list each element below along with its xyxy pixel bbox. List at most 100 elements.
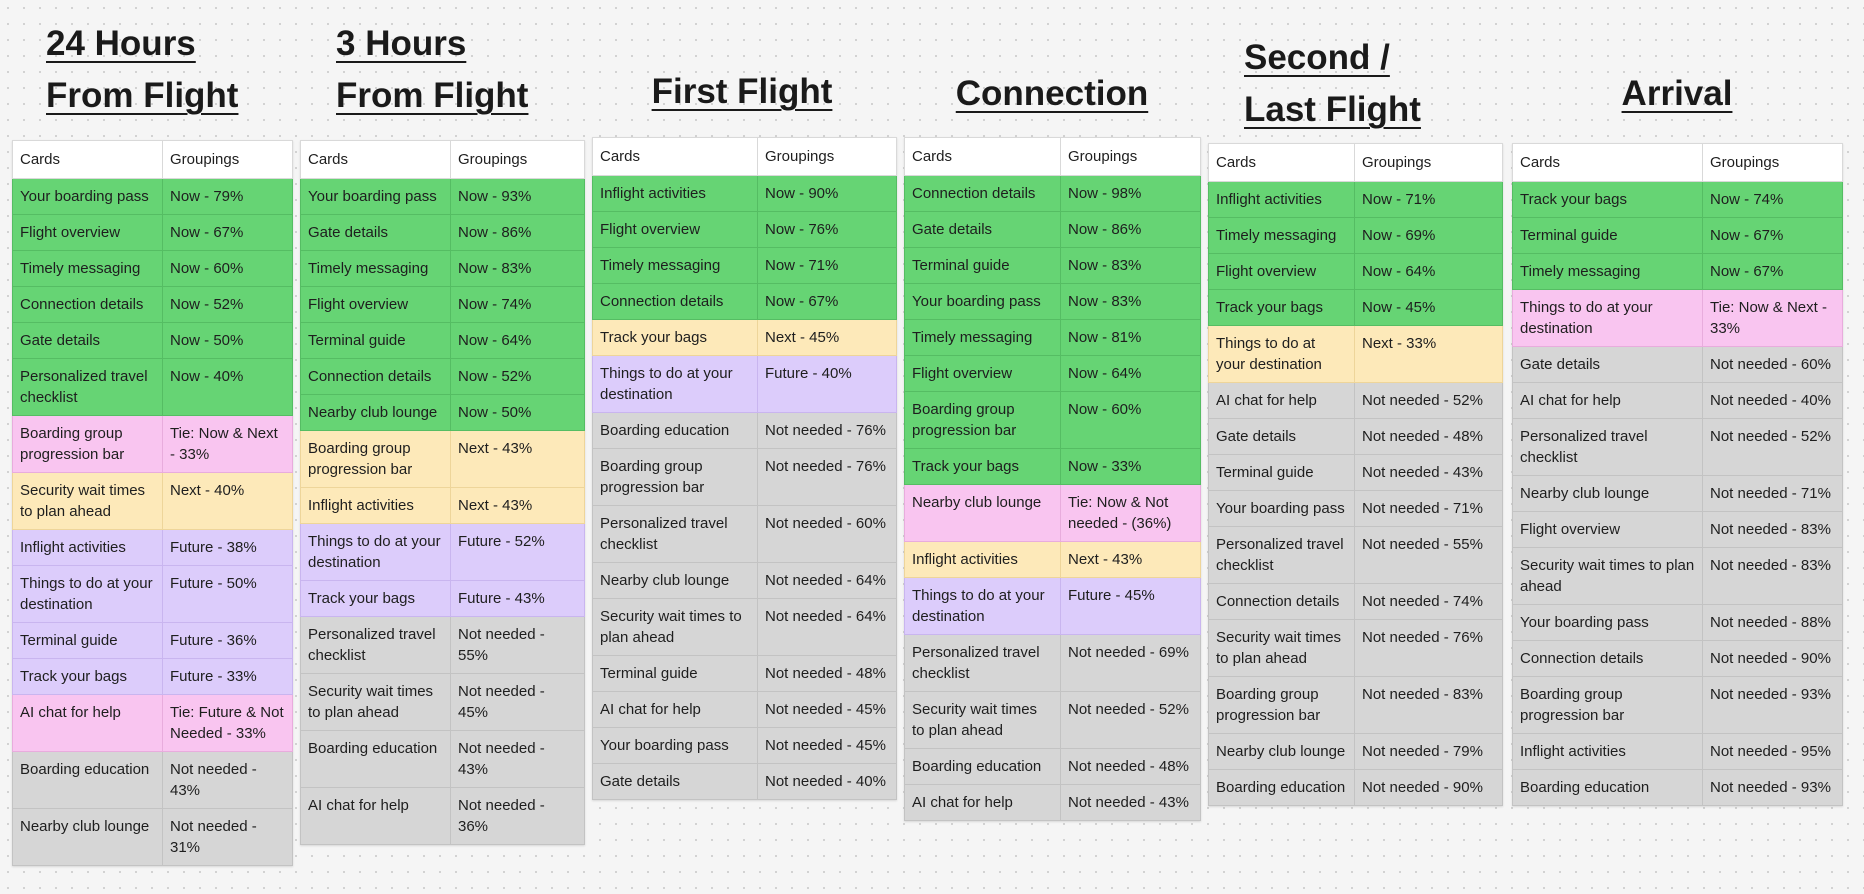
table-row: Flight overview Now - 64%	[904, 355, 1201, 392]
grouping-cell: Not needed - 52%	[1354, 382, 1503, 419]
column-title: First Flight	[592, 66, 892, 118]
card-name-cell: Connection details	[1512, 640, 1703, 677]
table-row: Flight overview Now - 74%	[300, 286, 585, 323]
card-name-cell: Personalized travel checklist	[592, 505, 758, 563]
grouping-cell: Not needed - 64%	[757, 562, 897, 599]
grouping-cell: Next - 45%	[757, 319, 897, 356]
card-name-cell: AI chat for help	[592, 691, 758, 728]
grouping-cell: Not needed - 48%	[1060, 748, 1201, 785]
card-name-cell: Connection details	[12, 286, 163, 323]
table-row: Connection details Now - 52%	[12, 286, 293, 323]
card-name-cell: Inflight activities	[300, 487, 451, 524]
card-name-cell: Nearby club lounge	[12, 808, 163, 866]
card-name-cell: Boarding group progression bar	[12, 415, 163, 473]
grouping-cell: Not needed - 40%	[757, 763, 897, 800]
table-row: Personalized travel checklist Not needed …	[1512, 418, 1843, 476]
grouping-cell: Now - 83%	[1060, 247, 1201, 284]
grouping-cell: Now - 71%	[757, 247, 897, 284]
table-row: Security wait times to plan ahead Next - …	[12, 472, 293, 530]
card-name-cell: Inflight activities	[592, 175, 758, 212]
table-row: Timely messaging Now - 71%	[592, 247, 897, 284]
groupings-column-header: Groupings	[1702, 143, 1843, 182]
table-row: Boarding group progression bar Now - 60%	[904, 391, 1201, 449]
card-name-cell: Terminal guide	[904, 247, 1061, 284]
grouping-cell: Now - 98%	[1060, 175, 1201, 212]
card-name-cell: Track your bags	[592, 319, 758, 356]
card-name-cell: Terminal guide	[1208, 454, 1355, 491]
grouping-cell: Now - 74%	[1702, 181, 1843, 218]
grouping-cell: Not needed - 43%	[162, 751, 293, 809]
card-name-cell: Track your bags	[1208, 289, 1355, 326]
column-title: Connection	[904, 68, 1200, 120]
groupings-column-header: Groupings	[162, 140, 293, 179]
cards-column-header: Cards	[12, 140, 163, 179]
table-row: Track your bags Future - 33%	[12, 658, 293, 695]
table-row: Boarding education Not needed - 48%	[904, 748, 1201, 785]
grouping-cell: Not needed - 88%	[1702, 604, 1843, 641]
card-name-cell: Nearby club lounge	[592, 562, 758, 599]
grouping-cell: Not needed - 40%	[1702, 382, 1843, 419]
cards-column-header: Cards	[904, 137, 1061, 176]
table-row: Terminal guide Now - 83%	[904, 247, 1201, 284]
grouping-cell: Not needed - 93%	[1702, 769, 1843, 806]
table-row: Boarding education Not needed - 90%	[1208, 769, 1503, 806]
table-row: Terminal guide Not needed - 48%	[592, 655, 897, 692]
grouping-cell: Tie: Future & Not Needed - 33%	[162, 694, 293, 752]
card-name-cell: Gate details	[12, 322, 163, 359]
card-name-cell: Personalized travel checklist	[1512, 418, 1703, 476]
table-row: Connection details Now - 52%	[300, 358, 585, 395]
card-name-cell: Terminal guide	[300, 322, 451, 359]
card-name-cell: Connection details	[904, 175, 1061, 212]
grouping-cell: Next - 43%	[450, 430, 585, 488]
table-row: Timely messaging Now - 81%	[904, 319, 1201, 356]
card-name-cell: Your boarding pass	[12, 178, 163, 215]
card-name-cell: Personalized travel checklist	[300, 616, 451, 674]
table-row: Gate details Not needed - 60%	[1512, 346, 1843, 383]
column-title-line: Arrival	[1621, 74, 1733, 113]
card-name-cell: AI chat for help	[1208, 382, 1355, 419]
card-name-cell: Timely messaging	[300, 250, 451, 287]
card-name-cell: Terminal guide	[12, 622, 163, 659]
table-row: Boarding education Not needed - 93%	[1512, 769, 1843, 806]
grouping-cell: Next - 33%	[1354, 325, 1503, 383]
grouping-cell: Now - 93%	[450, 178, 585, 215]
card-name-cell: Things to do at your destination	[1208, 325, 1355, 383]
column-title-line: First Flight	[651, 72, 833, 111]
table-row: Things to do at your destination Future -…	[300, 523, 585, 581]
table-row: Inflight activities Next - 43%	[904, 541, 1201, 578]
table-row: AI chat for help Not needed - 40%	[1512, 382, 1843, 419]
column-title-line: 24 Hours	[46, 24, 196, 63]
card-name-cell: Gate details	[1208, 418, 1355, 455]
column-title: 3 Hours From Flight	[336, 18, 576, 122]
card-name-cell: Things to do at your destination	[300, 523, 451, 581]
table-row: Your boarding pass Not needed - 45%	[592, 727, 897, 764]
table-row: Security wait times to plan ahead Not nee…	[1208, 619, 1503, 677]
table-row: AI chat for help Not needed - 45%	[592, 691, 897, 728]
table-row: Track your bags Next - 45%	[592, 319, 897, 356]
table-row: Security wait times to plan ahead Not nee…	[300, 673, 585, 731]
table-row: Inflight activities Future - 38%	[12, 529, 293, 566]
card-name-cell: Connection details	[1208, 583, 1355, 620]
grouping-cell: Not needed - 83%	[1354, 676, 1503, 734]
column-title-line: Second /	[1244, 38, 1390, 77]
column-title-line: Connection	[955, 74, 1149, 113]
card-name-cell: Nearby club lounge	[300, 394, 451, 431]
card-name-cell: Boarding group progression bar	[904, 391, 1061, 449]
table-row: Boarding education Not needed - 43%	[12, 751, 293, 809]
table-row: Terminal guide Not needed - 43%	[1208, 454, 1503, 491]
grouping-cell: Not needed - 83%	[1702, 511, 1843, 548]
table-row: Personalized travel checklist Not needed …	[1208, 526, 1503, 584]
card-name-cell: Security wait times to plan ahead	[904, 691, 1061, 749]
card-name-cell: Timely messaging	[1512, 253, 1703, 290]
table-row: Gate details Now - 86%	[904, 211, 1201, 248]
card-name-cell: Things to do at your destination	[1512, 289, 1703, 347]
grouping-cell: Not needed - 64%	[757, 598, 897, 656]
card-name-cell: Inflight activities	[1512, 733, 1703, 770]
card-name-cell: AI chat for help	[12, 694, 163, 752]
grouping-cell: Now - 52%	[162, 286, 293, 323]
column-title: Arrival	[1512, 68, 1842, 120]
table-row: Nearby club lounge Tie: Now & Not needed …	[904, 484, 1201, 542]
grouping-cell: Now - 33%	[1060, 448, 1201, 485]
grouping-cell: Not needed - 43%	[1354, 454, 1503, 491]
card-groupings-table: Cards Groupings Track your bags Now - 74% Te…	[1512, 143, 1843, 806]
